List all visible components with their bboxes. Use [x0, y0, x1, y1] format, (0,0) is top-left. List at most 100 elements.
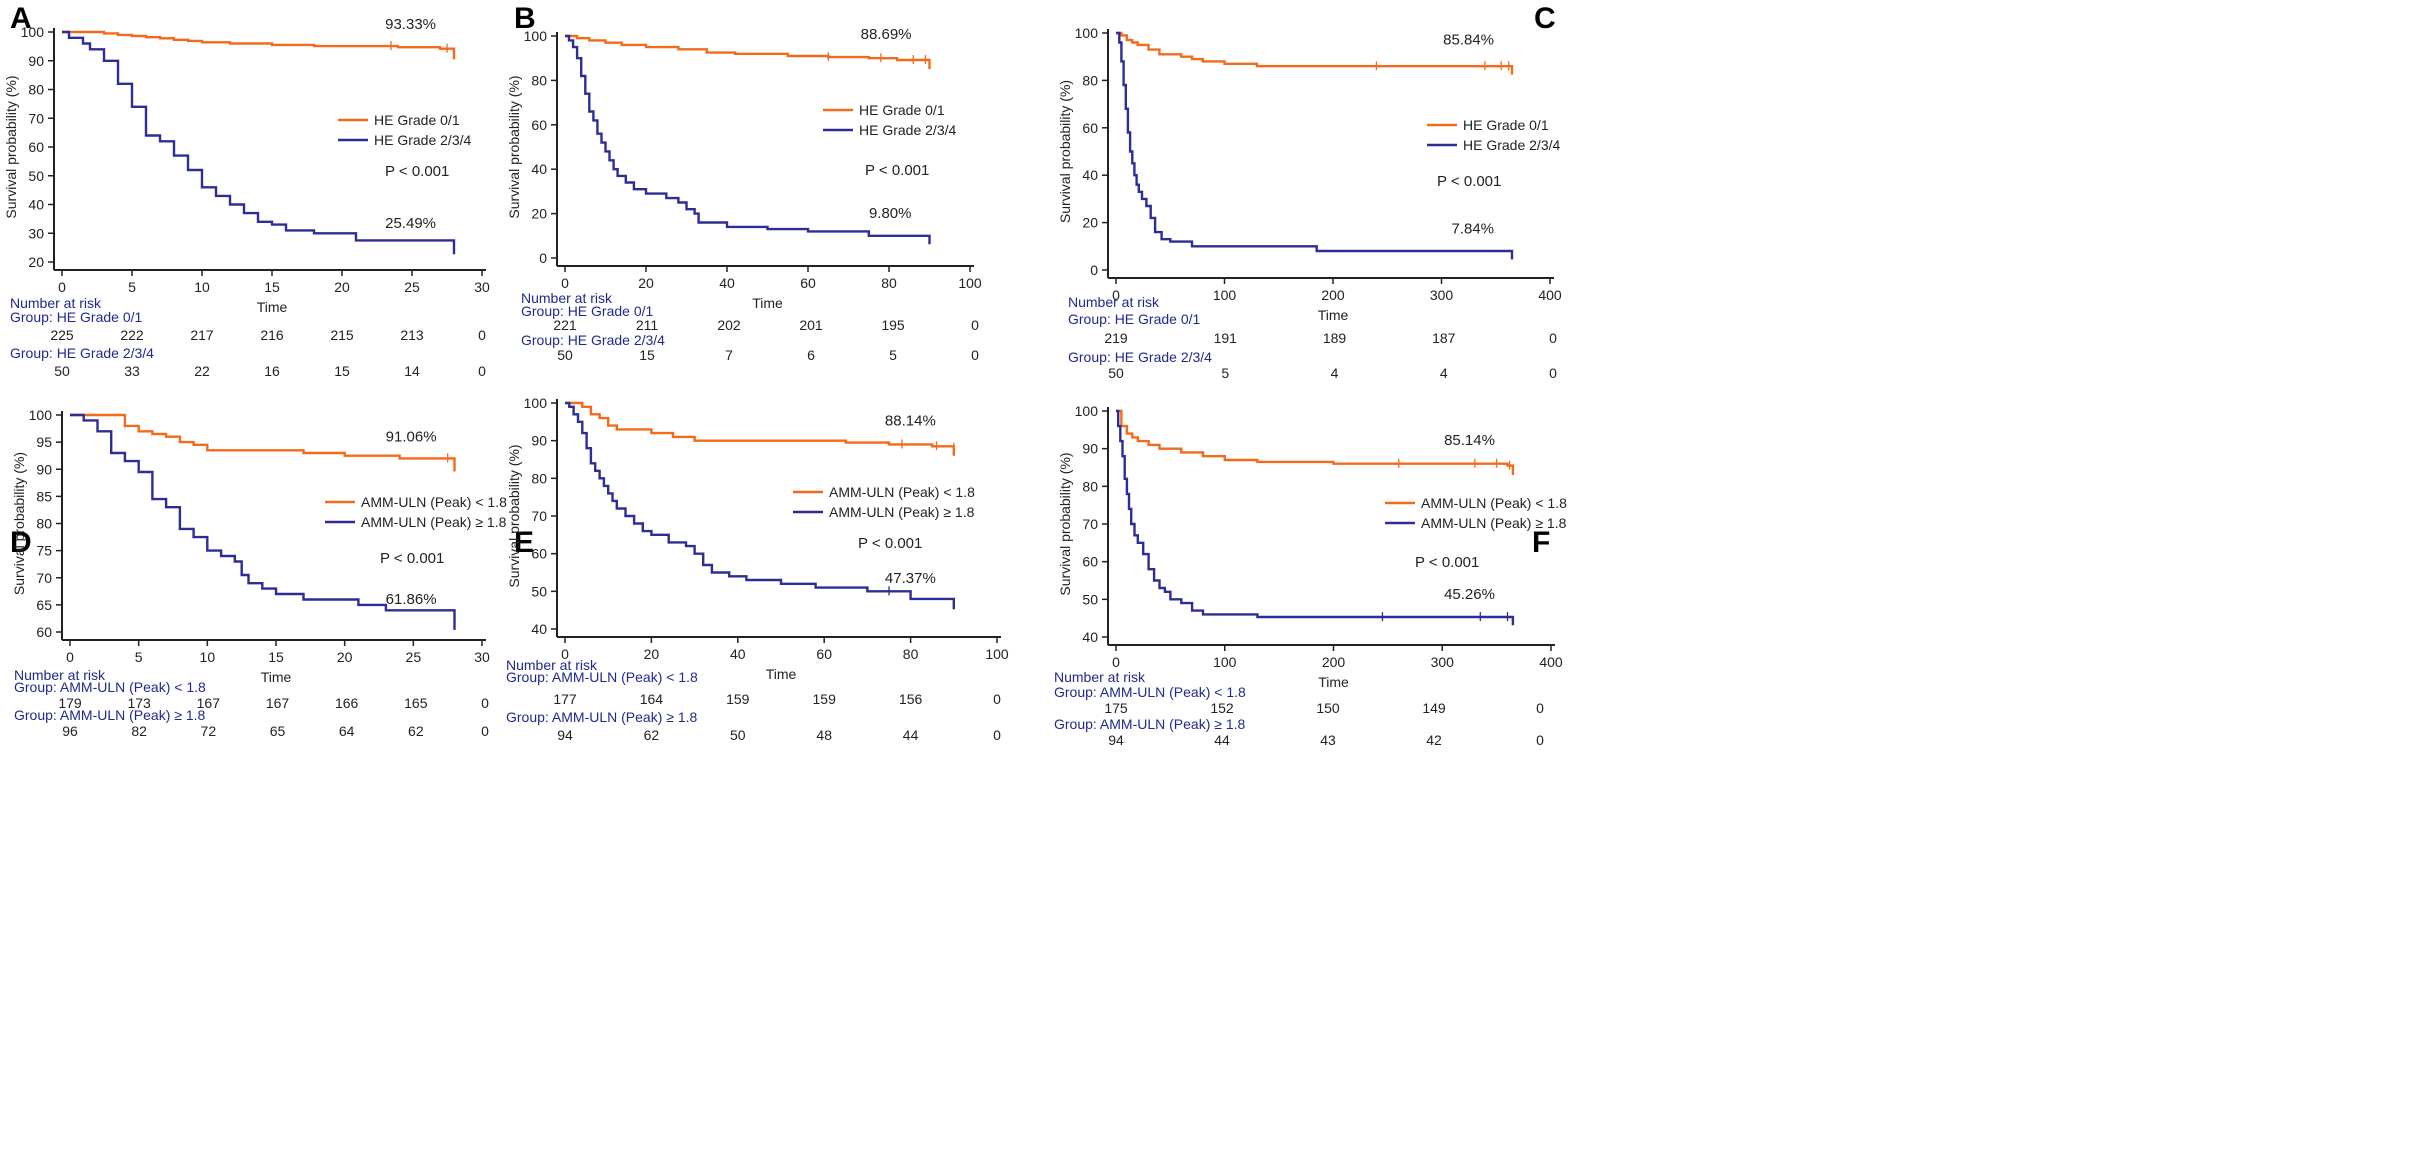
y-tick-label: 100	[1075, 403, 1099, 419]
legend: AMM-ULN (Peak) < 1.8 AMM-ULN (Peak) ≥ 1.8	[1385, 495, 1567, 531]
end-survival-label: 91.06%	[386, 428, 437, 445]
p-value: P < 0.001	[865, 162, 929, 179]
legend: HE Grade 0/1 HE Grade 2/3/4	[338, 112, 471, 148]
x-tick-label: 400	[1538, 287, 1562, 303]
p-value: P < 0.001	[1437, 173, 1501, 190]
x-tick-label: 20	[334, 279, 350, 295]
end-survival-label: 85.84%	[1443, 32, 1494, 49]
x-tick-label: 100	[985, 646, 1009, 662]
y-axis-label: Survival probability (%)	[506, 75, 522, 218]
panel-letter: C	[1534, 2, 1556, 35]
y-tick-label: 80	[531, 470, 547, 486]
survival-curve-high-risk	[565, 34, 931, 245]
x-tick-label: 0	[561, 646, 569, 662]
legend-label: AMM-ULN (Peak) ≥ 1.8	[1421, 515, 1567, 531]
legend-label: HE Grade 0/1	[374, 112, 460, 128]
y-tick-label: 30	[28, 225, 44, 241]
panel-letter: F	[1532, 526, 1550, 559]
risk-table-header: Number at risk	[521, 290, 613, 306]
risk-count: 4	[1331, 365, 1339, 381]
end-survival-label: 7.84%	[1451, 220, 1494, 237]
legend-label: HE Grade 2/3/4	[859, 122, 956, 138]
risk-count: 62	[644, 727, 660, 743]
risk-count: 0	[1536, 700, 1544, 716]
end-survival-label: 61.86%	[386, 591, 437, 608]
risk-count: 189	[1323, 330, 1347, 346]
risk-table-header: Number at risk	[14, 667, 106, 683]
p-value: P < 0.001	[380, 550, 444, 567]
y-tick-label: 70	[28, 110, 44, 126]
risk-count: 44	[903, 727, 919, 743]
risk-count: 166	[335, 695, 359, 711]
panel-letter: E	[514, 526, 534, 559]
panel-a: A 20 30 40 50 60 70 80 90 100 0 5 10 15 20 25 30 Time Surv…	[3, 2, 490, 379]
x-tick-label: 400	[1539, 654, 1563, 670]
survival-curve-high-risk	[70, 413, 456, 630]
risk-count: 215	[330, 327, 354, 343]
x-axis-label: Time	[261, 669, 292, 685]
risk-count: 156	[899, 691, 923, 707]
x-tick-label: 20	[337, 649, 353, 665]
y-tick-label: 90	[28, 53, 44, 69]
risk-count: 7	[725, 347, 733, 363]
risk-count: 222	[120, 327, 144, 343]
risk-count: 48	[816, 727, 832, 743]
survival-curve-low-risk	[565, 401, 955, 456]
x-tick-label: 300	[1430, 287, 1454, 303]
risk-count: 65	[270, 723, 286, 739]
y-tick-label: 40	[531, 161, 547, 177]
risk-count: 201	[799, 317, 823, 333]
y-axis-label: Survival probability (%)	[506, 444, 522, 587]
risk-count: 0	[1549, 365, 1557, 381]
survival-curve-low-risk	[1116, 31, 1514, 75]
x-tick-label: 20	[638, 275, 654, 291]
risk-group-label: Group: HE Grade 0/1	[10, 309, 143, 325]
x-tick-label: 200	[1322, 654, 1346, 670]
end-survival-label: 93.33%	[385, 16, 436, 33]
risk-count: 64	[339, 723, 355, 739]
risk-count: 42	[1426, 732, 1442, 748]
legend-label: AMM-ULN (Peak) < 1.8	[1421, 495, 1567, 511]
panel-d: D 60 65 70 75 80 85 90 95 100 0 5 10 15 20 25 30 Time Surv…	[10, 407, 507, 739]
survival-curve-low-risk	[565, 34, 931, 70]
risk-count: 149	[1422, 700, 1446, 716]
p-value: P < 0.001	[1415, 554, 1479, 571]
x-tick-label: 300	[1431, 654, 1455, 670]
y-tick-label: 70	[1082, 516, 1098, 532]
x-tick-label: 0	[1112, 287, 1120, 303]
risk-count: 94	[557, 727, 573, 743]
risk-count: 216	[260, 327, 284, 343]
y-tick-label: 20	[28, 254, 44, 270]
risk-count: 167	[197, 695, 221, 711]
risk-count: 213	[400, 327, 424, 343]
risk-group-label: Group: HE Grade 2/3/4	[1068, 349, 1212, 365]
risk-group-label: Group: AMM-ULN (Peak) ≥ 1.8	[1054, 716, 1246, 732]
risk-count: 225	[50, 327, 74, 343]
legend: AMM-ULN (Peak) < 1.8 AMM-ULN (Peak) ≥ 1.8	[325, 494, 507, 530]
risk-count: 50	[730, 727, 746, 743]
y-tick-label: 60	[36, 624, 52, 640]
x-tick-label: 100	[1213, 287, 1237, 303]
risk-count: 221	[553, 317, 577, 333]
y-tick-label: 90	[531, 433, 547, 449]
x-tick-label: 10	[194, 279, 210, 295]
risk-count: 72	[201, 723, 217, 739]
risk-count: 217	[190, 327, 214, 343]
y-tick-label: 90	[36, 461, 52, 477]
panel-f: F 40 50 60 70 80 90 100 0 100 200 300 400 Time Surviva…	[1054, 403, 1567, 748]
x-tick-label: 60	[816, 646, 832, 662]
risk-count: 177	[553, 691, 577, 707]
end-survival-label: 85.14%	[1444, 432, 1495, 449]
risk-count: 0	[971, 347, 979, 363]
risk-count: 0	[478, 363, 486, 379]
risk-group-label: Group: HE Grade 0/1	[1068, 311, 1201, 327]
x-axis-label: Time	[752, 295, 783, 311]
x-tick-label: 80	[881, 275, 897, 291]
y-tick-label: 85	[36, 488, 52, 504]
legend-label: AMM-ULN (Peak) ≥ 1.8	[361, 514, 507, 530]
x-tick-label: 5	[128, 279, 136, 295]
x-tick-label: 25	[404, 279, 420, 295]
y-tick-label: 40	[1082, 167, 1098, 183]
risk-count: 165	[404, 695, 428, 711]
